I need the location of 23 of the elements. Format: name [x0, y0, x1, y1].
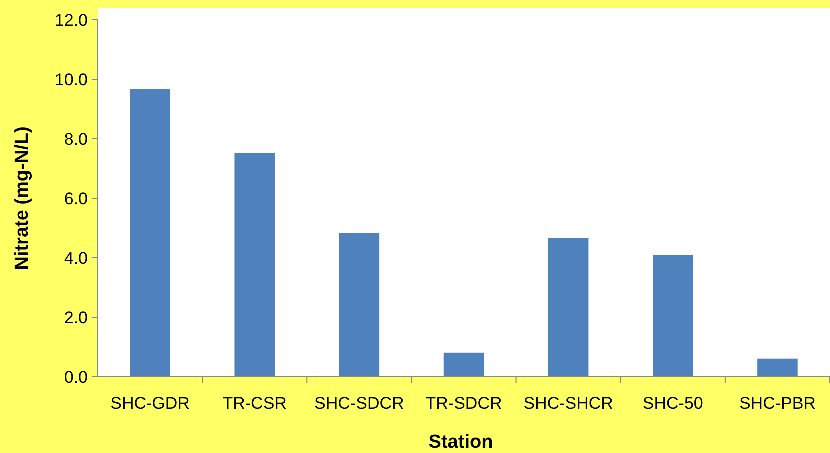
bar	[548, 238, 589, 377]
bar	[339, 233, 380, 377]
bar	[653, 255, 694, 377]
bar	[758, 358, 798, 377]
y-tick-label: 10.0	[54, 70, 88, 90]
y-tick-label: 4.0	[64, 248, 88, 268]
bar	[444, 352, 484, 377]
y-tick-label: 0.0	[64, 368, 88, 387]
x-tick-label: SHC-PBR	[739, 394, 816, 413]
y-tick-label: 2.0	[64, 308, 88, 328]
x-tick-label: SHC-SDCR	[314, 394, 404, 413]
x-tick-label: SHC-GDR	[110, 394, 190, 413]
x-tick-label: TR-SDCR	[426, 394, 502, 413]
y-tick-label: 12.0	[54, 10, 88, 30]
x-tick-label: SHC-50	[642, 394, 704, 413]
y-tick-label: 8.0	[64, 130, 88, 149]
bar	[130, 89, 170, 377]
bar	[234, 152, 275, 377]
x-tick-label: TR-CSR	[222, 394, 287, 413]
x-tick-label: SHC-SHCR	[524, 394, 614, 413]
x-axis-title: Station	[428, 432, 494, 453]
y-axis-title: Nitrate (mg-N/L)	[12, 126, 33, 270]
y-tick-label: 6.0	[64, 189, 88, 208]
